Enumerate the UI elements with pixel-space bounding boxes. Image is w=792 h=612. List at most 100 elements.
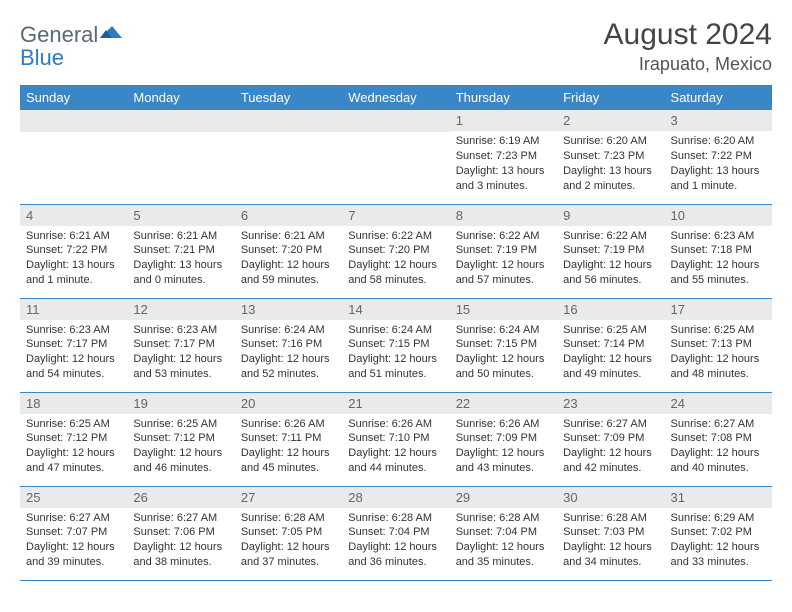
day-body: Sunrise: 6:29 AMSunset: 7:02 PMDaylight:… xyxy=(665,508,772,574)
daylight-text: Daylight: 12 hours and 37 minutes. xyxy=(241,540,336,570)
calendar-day-cell: 9Sunrise: 6:22 AMSunset: 7:19 PMDaylight… xyxy=(557,204,664,298)
daylight-text: Daylight: 12 hours and 35 minutes. xyxy=(456,540,551,570)
day-number: 11 xyxy=(20,299,127,320)
day-number: 6 xyxy=(235,205,342,226)
sunrise-text: Sunrise: 6:21 AM xyxy=(133,229,228,244)
calendar-day-cell: 16Sunrise: 6:25 AMSunset: 7:14 PMDayligh… xyxy=(557,298,664,392)
sunset-text: Sunset: 7:17 PM xyxy=(133,337,228,352)
daylight-text: Daylight: 12 hours and 55 minutes. xyxy=(671,258,766,288)
sunset-text: Sunset: 7:05 PM xyxy=(241,525,336,540)
day-body: Sunrise: 6:19 AMSunset: 7:23 PMDaylight:… xyxy=(450,131,557,197)
sunset-text: Sunset: 7:03 PM xyxy=(563,525,658,540)
day-header-row: Sunday Monday Tuesday Wednesday Thursday… xyxy=(20,85,772,110)
day-body: Sunrise: 6:22 AMSunset: 7:19 PMDaylight:… xyxy=(557,226,664,292)
day-number: 8 xyxy=(450,205,557,226)
daylight-text: Daylight: 12 hours and 36 minutes. xyxy=(348,540,443,570)
col-header: Monday xyxy=(127,85,234,110)
calendar-day-cell: 12Sunrise: 6:23 AMSunset: 7:17 PMDayligh… xyxy=(127,298,234,392)
day-body: Sunrise: 6:23 AMSunset: 7:17 PMDaylight:… xyxy=(127,320,234,386)
day-body: Sunrise: 6:24 AMSunset: 7:15 PMDaylight:… xyxy=(342,320,449,386)
sunset-text: Sunset: 7:09 PM xyxy=(456,431,551,446)
calendar-day-cell: 7Sunrise: 6:22 AMSunset: 7:20 PMDaylight… xyxy=(342,204,449,298)
daylight-text: Daylight: 12 hours and 46 minutes. xyxy=(133,446,228,476)
calendar-day-cell: 2Sunrise: 6:20 AMSunset: 7:23 PMDaylight… xyxy=(557,110,664,204)
sunset-text: Sunset: 7:12 PM xyxy=(133,431,228,446)
calendar-day-cell: 28Sunrise: 6:28 AMSunset: 7:04 PMDayligh… xyxy=(342,486,449,580)
daylight-text: Daylight: 12 hours and 47 minutes. xyxy=(26,446,121,476)
sunrise-text: Sunrise: 6:21 AM xyxy=(241,229,336,244)
sunset-text: Sunset: 7:15 PM xyxy=(456,337,551,352)
daylight-text: Daylight: 12 hours and 58 minutes. xyxy=(348,258,443,288)
calendar-day-cell: 31Sunrise: 6:29 AMSunset: 7:02 PMDayligh… xyxy=(665,486,772,580)
sunset-text: Sunset: 7:11 PM xyxy=(241,431,336,446)
sunrise-text: Sunrise: 6:25 AM xyxy=(563,323,658,338)
day-number: 25 xyxy=(20,487,127,508)
daylight-text: Daylight: 13 hours and 3 minutes. xyxy=(456,164,551,194)
location: Irapuato, Mexico xyxy=(604,54,772,75)
sunset-text: Sunset: 7:17 PM xyxy=(26,337,121,352)
calendar-day-cell: 27Sunrise: 6:28 AMSunset: 7:05 PMDayligh… xyxy=(235,486,342,580)
daylight-text: Daylight: 12 hours and 59 minutes. xyxy=(241,258,336,288)
calendar-day-cell: 18Sunrise: 6:25 AMSunset: 7:12 PMDayligh… xyxy=(20,392,127,486)
daylight-text: Daylight: 12 hours and 53 minutes. xyxy=(133,352,228,382)
col-header: Thursday xyxy=(450,85,557,110)
daylight-text: Daylight: 12 hours and 45 minutes. xyxy=(241,446,336,476)
day-body: Sunrise: 6:26 AMSunset: 7:10 PMDaylight:… xyxy=(342,414,449,480)
daylight-text: Daylight: 12 hours and 54 minutes. xyxy=(26,352,121,382)
month-title: August 2024 xyxy=(604,18,772,52)
sunset-text: Sunset: 7:04 PM xyxy=(348,525,443,540)
day-body: Sunrise: 6:28 AMSunset: 7:04 PMDaylight:… xyxy=(342,508,449,574)
day-number: 29 xyxy=(450,487,557,508)
calendar-day-cell xyxy=(127,110,234,204)
calendar-day-cell: 1Sunrise: 6:19 AMSunset: 7:23 PMDaylight… xyxy=(450,110,557,204)
day-body: Sunrise: 6:21 AMSunset: 7:22 PMDaylight:… xyxy=(20,226,127,292)
day-body xyxy=(342,132,449,139)
day-number: 13 xyxy=(235,299,342,320)
logo-word2: Blue xyxy=(20,45,64,70)
sunrise-text: Sunrise: 6:26 AM xyxy=(241,417,336,432)
day-number: 10 xyxy=(665,205,772,226)
sunrise-text: Sunrise: 6:24 AM xyxy=(241,323,336,338)
day-body: Sunrise: 6:22 AMSunset: 7:20 PMDaylight:… xyxy=(342,226,449,292)
sunrise-text: Sunrise: 6:25 AM xyxy=(671,323,766,338)
day-number: 30 xyxy=(557,487,664,508)
sunrise-text: Sunrise: 6:22 AM xyxy=(456,229,551,244)
day-number xyxy=(20,110,127,132)
calendar-day-cell: 21Sunrise: 6:26 AMSunset: 7:10 PMDayligh… xyxy=(342,392,449,486)
daylight-text: Daylight: 13 hours and 2 minutes. xyxy=(563,164,658,194)
daylight-text: Daylight: 12 hours and 49 minutes. xyxy=(563,352,658,382)
sunset-text: Sunset: 7:14 PM xyxy=(563,337,658,352)
calendar-day-cell: 22Sunrise: 6:26 AMSunset: 7:09 PMDayligh… xyxy=(450,392,557,486)
sunset-text: Sunset: 7:20 PM xyxy=(241,243,336,258)
day-number: 7 xyxy=(342,205,449,226)
day-body: Sunrise: 6:27 AMSunset: 7:08 PMDaylight:… xyxy=(665,414,772,480)
day-body: Sunrise: 6:22 AMSunset: 7:19 PMDaylight:… xyxy=(450,226,557,292)
sunrise-text: Sunrise: 6:25 AM xyxy=(133,417,228,432)
sunrise-text: Sunrise: 6:24 AM xyxy=(456,323,551,338)
day-body: Sunrise: 6:27 AMSunset: 7:07 PMDaylight:… xyxy=(20,508,127,574)
day-number: 12 xyxy=(127,299,234,320)
sunrise-text: Sunrise: 6:28 AM xyxy=(563,511,658,526)
sunset-text: Sunset: 7:06 PM xyxy=(133,525,228,540)
sunrise-text: Sunrise: 6:28 AM xyxy=(348,511,443,526)
sunrise-text: Sunrise: 6:23 AM xyxy=(133,323,228,338)
calendar-day-cell: 30Sunrise: 6:28 AMSunset: 7:03 PMDayligh… xyxy=(557,486,664,580)
sunset-text: Sunset: 7:23 PM xyxy=(456,149,551,164)
day-body xyxy=(20,132,127,139)
daylight-text: Daylight: 13 hours and 0 minutes. xyxy=(133,258,228,288)
day-body: Sunrise: 6:21 AMSunset: 7:21 PMDaylight:… xyxy=(127,226,234,292)
calendar-week-row: 25Sunrise: 6:27 AMSunset: 7:07 PMDayligh… xyxy=(20,486,772,580)
sunset-text: Sunset: 7:19 PM xyxy=(563,243,658,258)
sunset-text: Sunset: 7:12 PM xyxy=(26,431,121,446)
sunrise-text: Sunrise: 6:24 AM xyxy=(348,323,443,338)
calendar-day-cell xyxy=(20,110,127,204)
day-number: 24 xyxy=(665,393,772,414)
daylight-text: Daylight: 12 hours and 57 minutes. xyxy=(456,258,551,288)
sunset-text: Sunset: 7:10 PM xyxy=(348,431,443,446)
day-number xyxy=(127,110,234,132)
daylight-text: Daylight: 12 hours and 44 minutes. xyxy=(348,446,443,476)
sunrise-text: Sunrise: 6:27 AM xyxy=(563,417,658,432)
calendar-week-row: 18Sunrise: 6:25 AMSunset: 7:12 PMDayligh… xyxy=(20,392,772,486)
day-body: Sunrise: 6:25 AMSunset: 7:12 PMDaylight:… xyxy=(20,414,127,480)
day-number: 1 xyxy=(450,110,557,131)
